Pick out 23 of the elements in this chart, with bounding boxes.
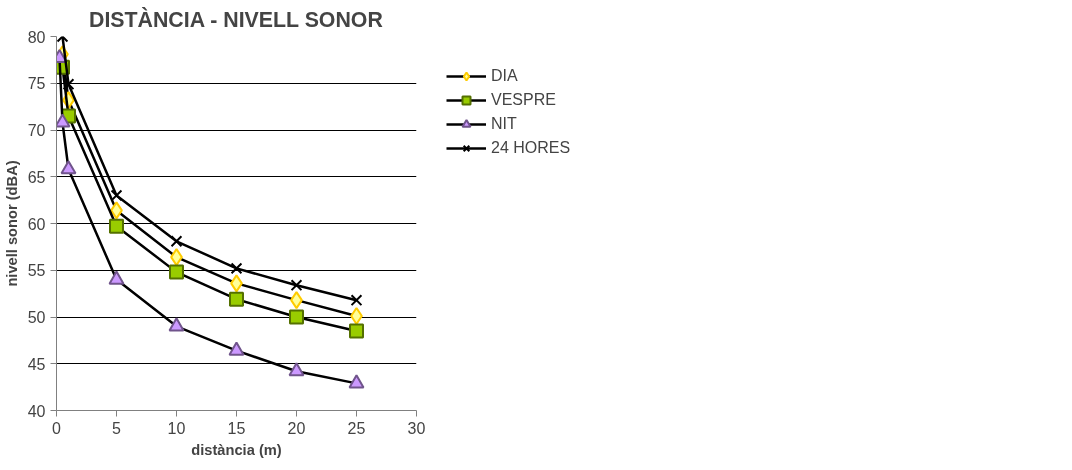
y-tick-label: 50 bbox=[27, 309, 46, 326]
x-axis-title: distància (m) bbox=[191, 441, 282, 458]
x-tick-label: 5 bbox=[112, 419, 122, 437]
legend-label: 24 HORES bbox=[491, 139, 571, 157]
y-tick-label: 80 bbox=[27, 28, 46, 46]
legend-label: DIA bbox=[491, 67, 518, 85]
y-tick-label: 45 bbox=[27, 355, 46, 373]
y-tick-label: 70 bbox=[27, 122, 46, 139]
x-tick-label: 30 bbox=[407, 419, 426, 437]
x-tick-label: 0 bbox=[52, 419, 62, 437]
y-tick-label: 60 bbox=[27, 215, 46, 233]
y-tick-label: 75 bbox=[27, 75, 46, 93]
y-axis-title: nivell sonor (dBA) bbox=[3, 160, 20, 287]
legend-label: VESPRE bbox=[491, 91, 556, 109]
x-tick-label: 25 bbox=[347, 419, 366, 437]
chart-title: DISTÀNCIA - NIVELL SONOR bbox=[88, 6, 383, 32]
x-tick-label: 10 bbox=[167, 419, 186, 437]
y-tick-label: 55 bbox=[27, 262, 46, 280]
y-tick-label: 65 bbox=[27, 168, 46, 186]
x-tick-label: 20 bbox=[287, 419, 306, 437]
legend-label: NIT bbox=[491, 115, 517, 133]
y-tick-label: 40 bbox=[27, 402, 46, 420]
x-tick-label: 15 bbox=[227, 419, 246, 437]
